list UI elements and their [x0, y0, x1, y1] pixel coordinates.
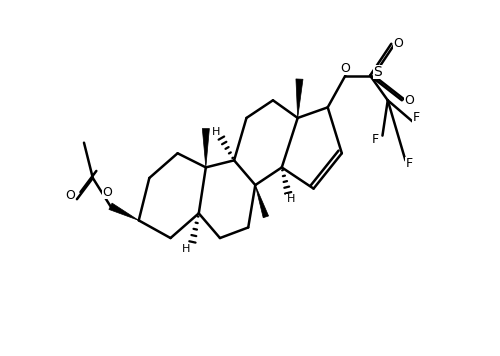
Text: F: F	[412, 111, 420, 125]
Text: H: H	[182, 244, 190, 253]
Polygon shape	[256, 185, 268, 218]
Text: O: O	[65, 189, 75, 202]
Text: O: O	[102, 185, 112, 199]
Text: O: O	[340, 62, 350, 75]
Text: H: H	[212, 127, 220, 137]
Text: S: S	[373, 65, 382, 79]
Polygon shape	[109, 203, 138, 220]
Text: F: F	[406, 157, 412, 171]
Text: F: F	[372, 133, 379, 146]
Text: O: O	[394, 37, 404, 50]
Text: O: O	[404, 94, 414, 107]
Polygon shape	[296, 79, 303, 118]
Text: H: H	[286, 194, 295, 204]
Polygon shape	[202, 129, 209, 167]
